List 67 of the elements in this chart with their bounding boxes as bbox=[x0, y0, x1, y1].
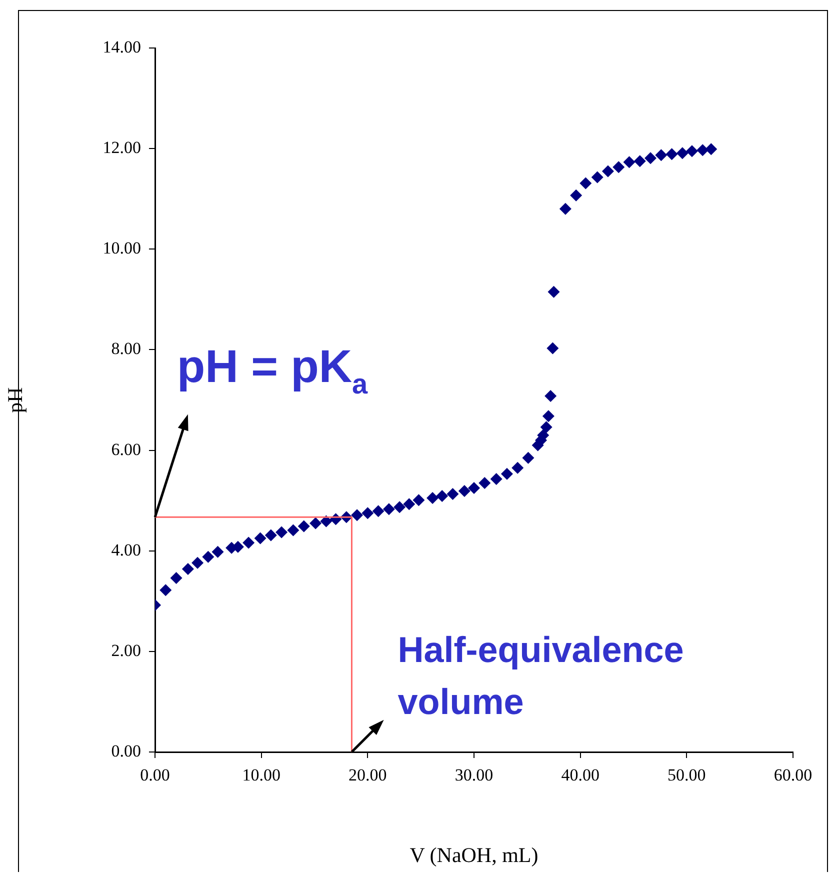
y-tick-label: 4.00 bbox=[111, 540, 141, 560]
point bbox=[372, 505, 384, 518]
point bbox=[362, 507, 374, 520]
point bbox=[170, 572, 182, 584]
point bbox=[490, 472, 502, 485]
point bbox=[570, 189, 582, 202]
point bbox=[276, 526, 288, 538]
point bbox=[310, 517, 322, 530]
point bbox=[544, 390, 557, 402]
point bbox=[458, 485, 470, 498]
point bbox=[500, 468, 513, 480]
x-tick-label: 50.00 bbox=[668, 766, 706, 785]
point bbox=[591, 171, 604, 184]
y-tick-label: 10.00 bbox=[102, 238, 141, 258]
point bbox=[612, 161, 625, 174]
point bbox=[264, 529, 277, 542]
point bbox=[546, 342, 559, 354]
point bbox=[468, 482, 480, 494]
x-tick-label: 40.00 bbox=[561, 766, 600, 785]
point bbox=[478, 476, 491, 489]
point bbox=[446, 488, 459, 500]
point bbox=[542, 410, 554, 422]
point bbox=[298, 520, 310, 532]
point bbox=[602, 165, 614, 178]
point bbox=[580, 177, 592, 190]
point bbox=[559, 202, 572, 215]
x-tick-label: 10.00 bbox=[242, 766, 280, 785]
point bbox=[242, 536, 255, 549]
x-axis-title: V (NaOH, mL) bbox=[410, 842, 538, 867]
point bbox=[426, 492, 439, 504]
point bbox=[548, 286, 560, 298]
point bbox=[522, 452, 534, 464]
point bbox=[202, 550, 214, 563]
x-tick-label: 30.00 bbox=[454, 766, 494, 785]
y-tick-label: 2.00 bbox=[111, 640, 141, 660]
point bbox=[394, 501, 406, 514]
point bbox=[351, 509, 364, 522]
point bbox=[212, 546, 224, 558]
y-tick-label: 0.00 bbox=[111, 741, 141, 760]
y-tick-label: 14.00 bbox=[102, 37, 141, 56]
point bbox=[160, 584, 172, 596]
point bbox=[182, 562, 194, 575]
y-tick-label: 6.00 bbox=[111, 440, 141, 459]
point bbox=[676, 147, 688, 160]
point bbox=[644, 152, 657, 164]
point bbox=[403, 498, 416, 510]
annotation: Half-equivalence volume bbox=[398, 629, 684, 722]
point bbox=[655, 149, 668, 162]
point bbox=[512, 462, 524, 474]
point bbox=[696, 144, 709, 156]
point bbox=[382, 503, 395, 516]
y-tick-label: 8.00 bbox=[111, 339, 141, 358]
x-tick-label: 60.00 bbox=[774, 766, 812, 785]
point bbox=[192, 556, 204, 569]
point bbox=[287, 524, 300, 536]
point bbox=[540, 421, 552, 434]
point bbox=[705, 143, 718, 156]
point bbox=[254, 532, 266, 544]
point bbox=[412, 494, 425, 506]
point bbox=[666, 148, 678, 160]
x-tick-label: 20.00 bbox=[348, 766, 387, 785]
y-tick-label: 12.00 bbox=[102, 138, 141, 158]
point bbox=[634, 155, 646, 168]
point bbox=[436, 490, 448, 502]
point bbox=[623, 156, 636, 168]
x-tick-label: 0.00 bbox=[140, 766, 170, 785]
point bbox=[686, 145, 698, 158]
